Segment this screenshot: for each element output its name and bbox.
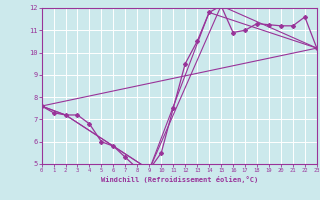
X-axis label: Windchill (Refroidissement éolien,°C): Windchill (Refroidissement éolien,°C) (100, 176, 258, 183)
